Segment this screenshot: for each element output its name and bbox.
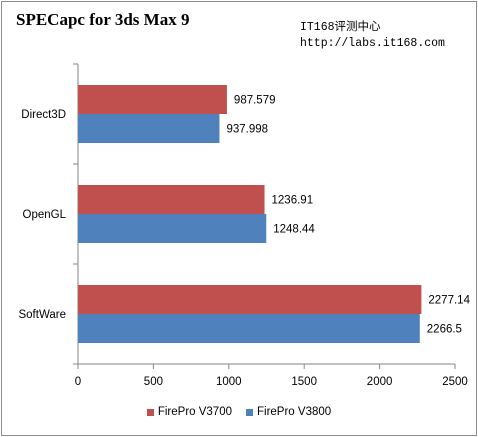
x-tick-label: 2500 <box>442 376 468 388</box>
x-tick-label: 500 <box>144 376 163 388</box>
legend-item-v3800: FirePro V3800 <box>246 406 331 418</box>
data-label: 2277.14 <box>428 295 470 307</box>
data-label: 2266.5 <box>427 324 462 336</box>
legend-label-v3700: FirePro V3700 <box>157 406 232 418</box>
chart-title: SPECapc for 3ds Max 9 <box>16 10 190 29</box>
source-name: IT168评测中心 <box>300 21 381 34</box>
bar-v3800 <box>78 114 220 143</box>
bar-v3700 <box>78 85 227 114</box>
data-label: 1248.44 <box>273 224 315 236</box>
category-label: Direct3D <box>21 109 66 121</box>
data-label: 987.579 <box>234 95 276 107</box>
legend-item-v3700: FirePro V3700 <box>146 406 232 418</box>
data-label: 1236.91 <box>272 195 314 207</box>
legend: FirePro V3700 FirePro V3800 <box>0 406 478 418</box>
legend-label-v3800: FirePro V3800 <box>257 406 332 418</box>
category-label: OpenGL <box>23 209 67 221</box>
x-tick-label: 0 <box>75 376 81 388</box>
bar-v3800 <box>78 214 267 243</box>
x-tick-label: 2000 <box>367 376 393 388</box>
data-label: 937.998 <box>226 124 268 136</box>
bar-v3800 <box>78 314 420 343</box>
x-tick-label: 1000 <box>216 376 242 388</box>
legend-swatch-v3800 <box>246 408 253 416</box>
x-tick-label: 1500 <box>291 376 317 388</box>
source-url: http://labs.it168.com <box>300 37 445 50</box>
bar-v3700 <box>78 185 265 214</box>
bar-v3700 <box>78 285 422 314</box>
legend-swatch-v3700 <box>146 408 154 416</box>
category-label: SoftWare <box>18 309 66 321</box>
